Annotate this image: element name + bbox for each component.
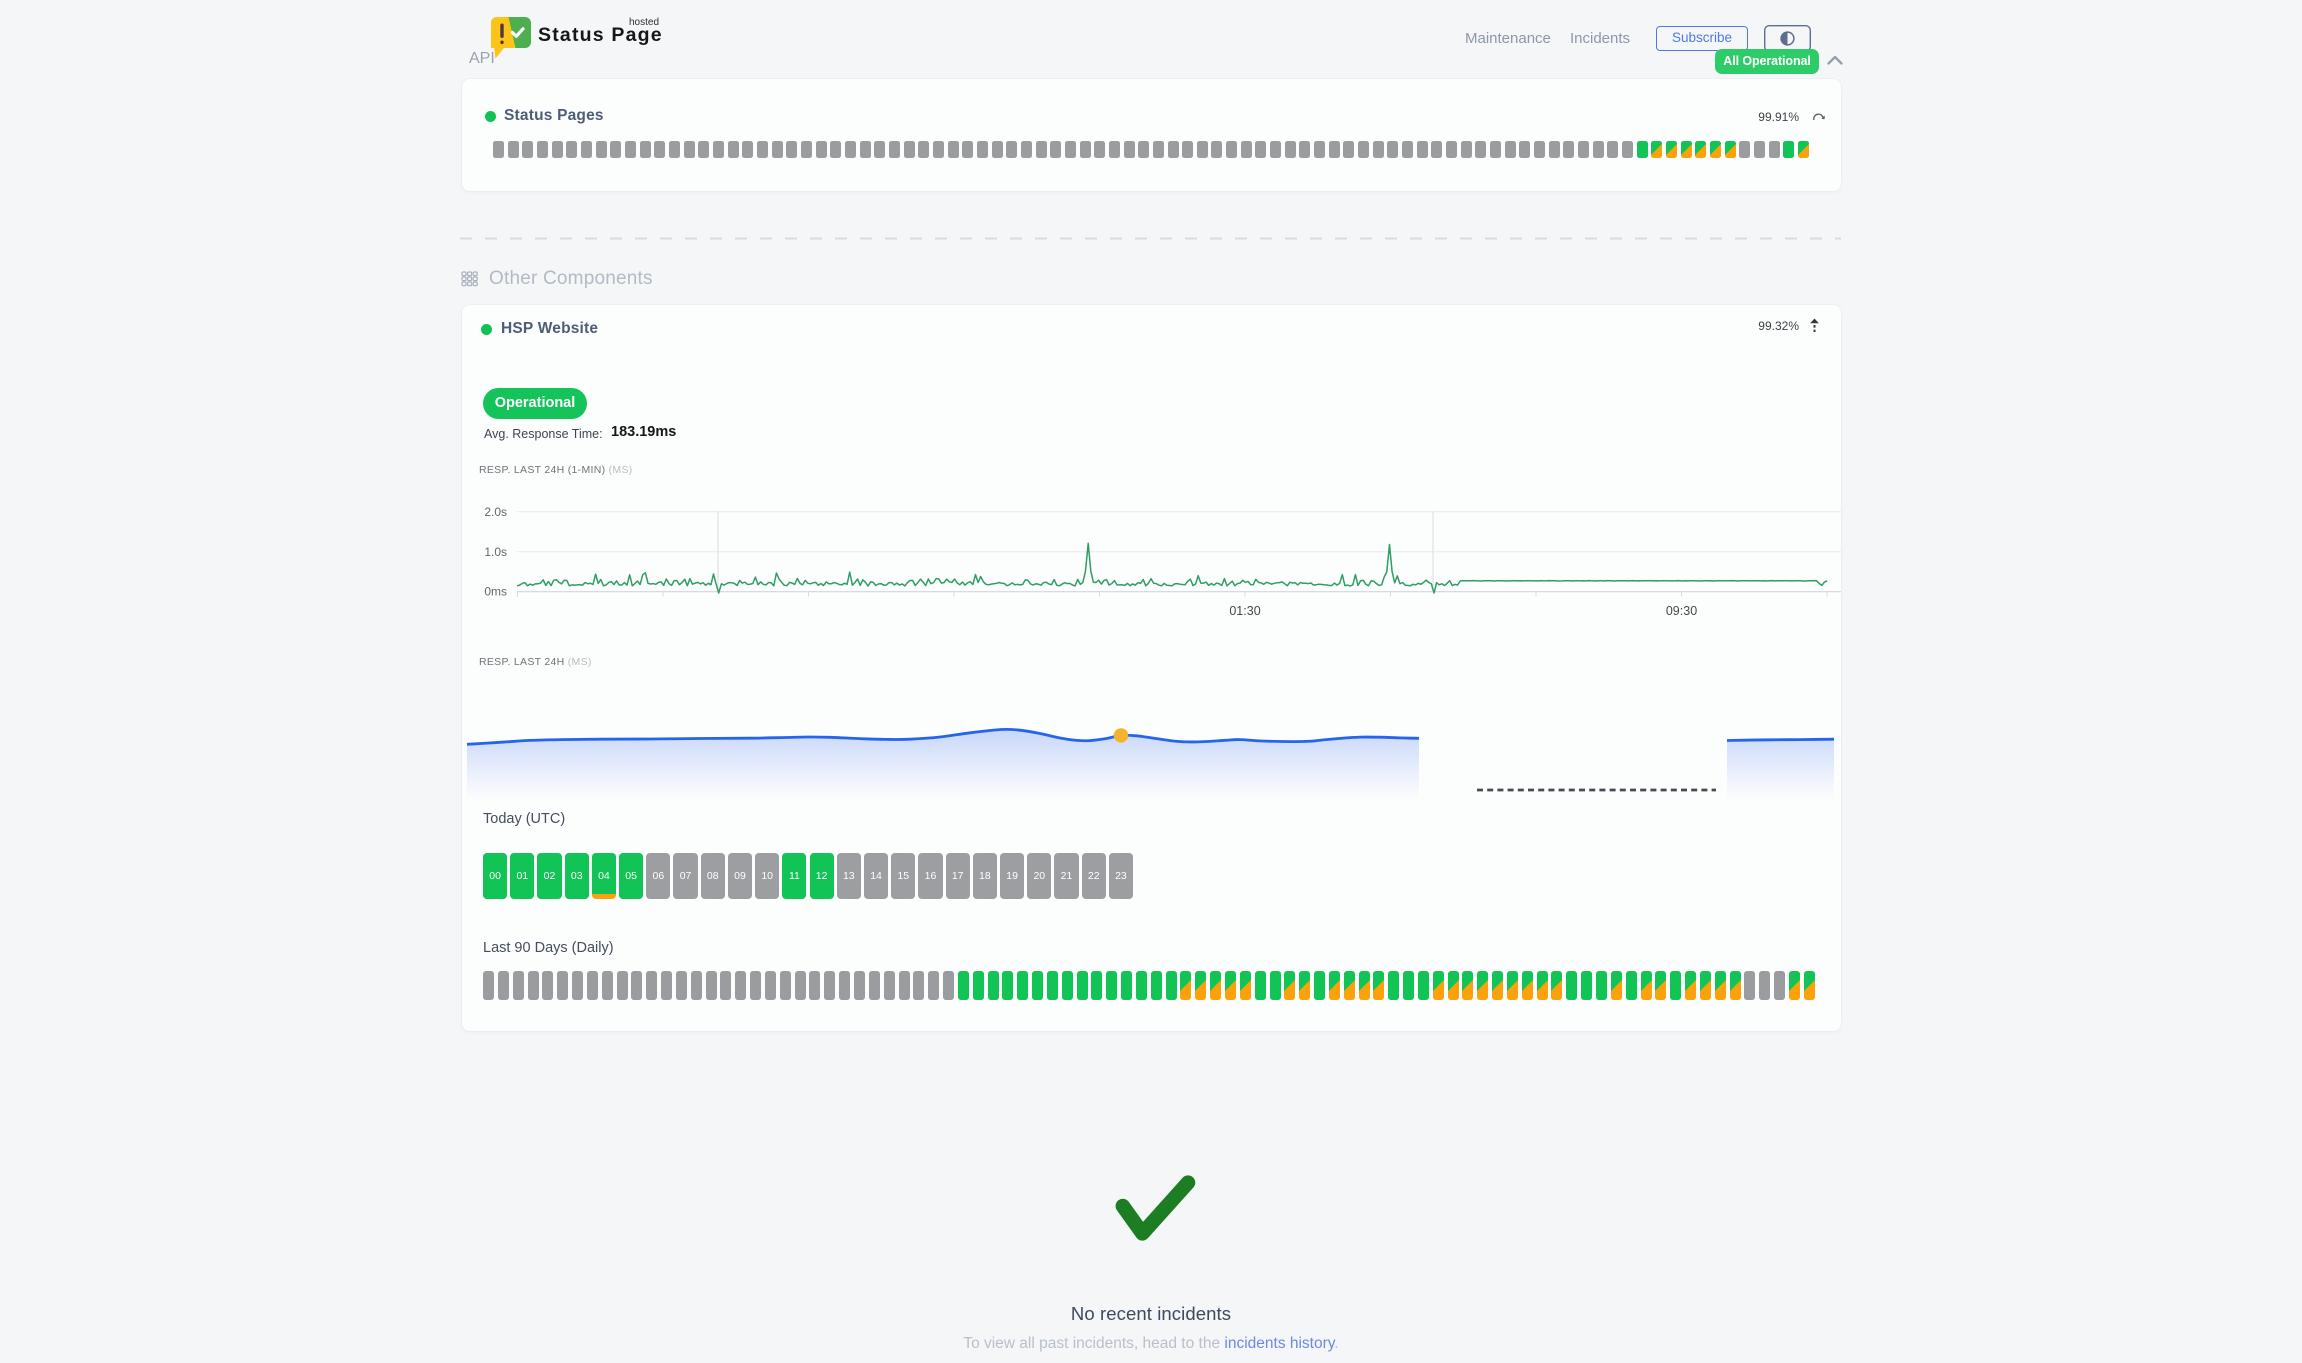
svg-text:09:30: 09:30 — [1666, 604, 1697, 618]
svg-text:2.0s: 2.0s — [484, 505, 507, 519]
svg-text:01:30: 01:30 — [1229, 604, 1260, 618]
svg-text:0ms: 0ms — [484, 585, 507, 599]
svg-text:1.0s: 1.0s — [484, 545, 507, 559]
